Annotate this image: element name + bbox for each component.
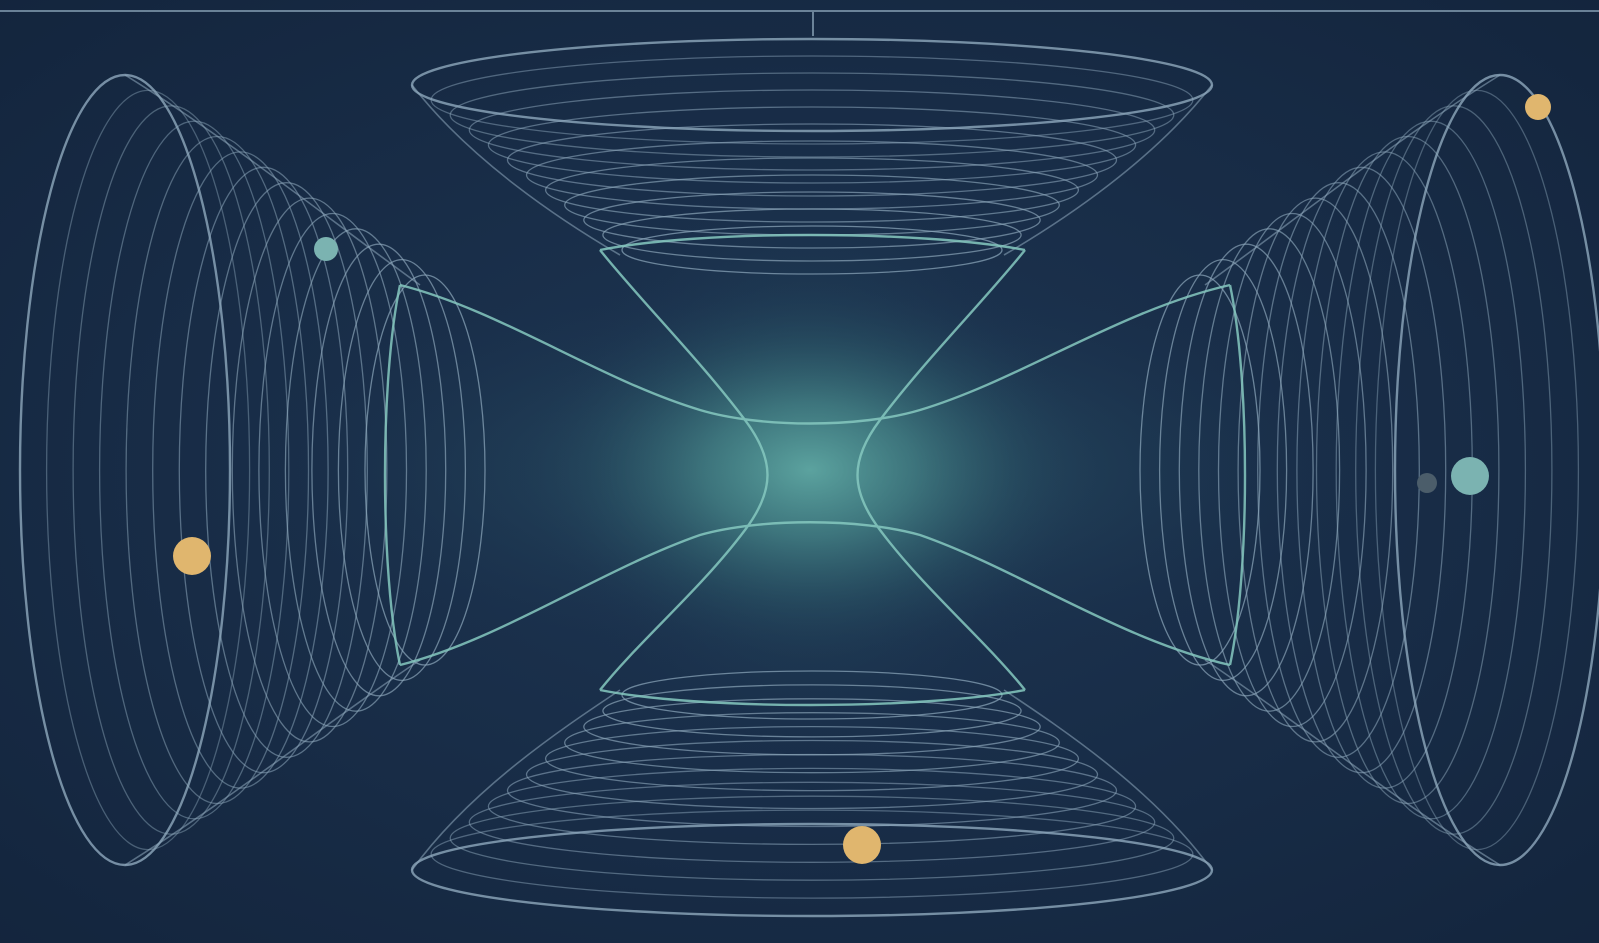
dot-teal-right	[1451, 457, 1489, 495]
cone-right-ring	[1139, 274, 1261, 666]
cone-left-side-bottom	[124, 659, 421, 866]
dot-gold-left	[173, 537, 211, 575]
cone-bottom-ring	[602, 684, 1022, 738]
dot-dim-right	[1417, 473, 1437, 493]
dot-gold-bottom	[843, 826, 881, 864]
dots	[173, 94, 1551, 864]
cone-right-side-bottom	[1204, 659, 1501, 866]
cone-left-ring	[364, 274, 486, 666]
cone-top-ring	[602, 208, 1022, 262]
waist-outline-left-lip	[383, 284, 402, 666]
cone-bottom-ring	[449, 795, 1175, 881]
cone-top-ring	[621, 225, 1003, 275]
cone-top-side-left	[411, 84, 621, 256]
cone-right-ring	[1178, 243, 1314, 697]
cone-left-ring	[205, 182, 368, 758]
cone-top-ring	[449, 72, 1175, 158]
cone-left-ring	[311, 243, 447, 697]
central-waist-outlines	[383, 233, 1247, 707]
cone-left-side-top	[124, 74, 421, 286]
cone-right-ring	[1237, 197, 1394, 743]
cone-left-ring	[178, 166, 349, 774]
dot-teal-upper-left	[314, 237, 338, 261]
cone-bottom-ring	[583, 698, 1041, 756]
cone-right-ring	[1217, 212, 1367, 728]
waist-outline-horizontal-top	[399, 283, 1231, 425]
cone-left-ring	[72, 105, 270, 835]
cone-right-ring	[1355, 105, 1553, 835]
cone-bottom-ring	[468, 781, 1156, 863]
cone-top-ring	[430, 55, 1194, 145]
cone-bottom-ring	[430, 809, 1194, 899]
waist-outline-vertical-right	[856, 249, 1026, 691]
cone-right	[1139, 73, 1599, 867]
cone-left	[18, 73, 486, 867]
cone-left-ring	[231, 197, 388, 743]
cone-top-side-right	[1003, 84, 1213, 256]
cone-bottom-side-left	[411, 689, 621, 871]
cone-top-ring	[468, 89, 1156, 171]
central-glow	[250, 170, 1370, 770]
cone-left-ring	[258, 212, 408, 728]
cone-top-ring	[583, 191, 1041, 249]
waist-outline-horizontal-bottom	[399, 521, 1231, 667]
cone-bottom-ring	[487, 767, 1137, 846]
waist-outline-vertical-left	[599, 249, 769, 691]
cone-bottom-side-right	[1003, 689, 1213, 871]
dot-gold-top-right	[1525, 94, 1551, 120]
waist-outline-right-lip	[1228, 284, 1247, 666]
cone-bottom	[410, 670, 1214, 918]
cone-right-ring	[1158, 258, 1288, 682]
cone-bottom-ring	[525, 739, 1099, 810]
cone-right-ring	[1198, 228, 1341, 712]
cone-top-ring	[487, 106, 1137, 184]
cone-top-ring	[544, 157, 1080, 223]
cone-top-ring	[506, 123, 1118, 197]
cone-right-ring	[1257, 182, 1420, 758]
waist-outline-bottom-lip	[599, 688, 1026, 707]
cone-right-side-top	[1204, 74, 1501, 286]
top-frame	[0, 10, 1599, 36]
cone-bottom-ring	[544, 725, 1080, 792]
cone-left-ring	[284, 228, 427, 712]
cone-bottom-ring	[564, 712, 1060, 774]
cone-left-ring	[337, 258, 467, 682]
cone-right-ring	[1276, 166, 1447, 774]
waist-outline-top-lip	[599, 233, 1026, 252]
